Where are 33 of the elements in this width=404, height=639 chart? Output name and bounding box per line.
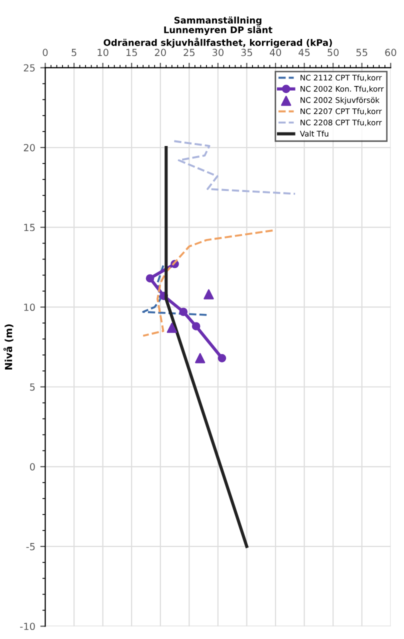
- y-tick-label: -5: [26, 543, 35, 550]
- x-tick-label: 45: [298, 48, 310, 56]
- x-tick-label: 5: [72, 48, 76, 56]
- y-tick-label: 5: [30, 383, 35, 391]
- y-axis-title: Nivå (m): [3, 324, 14, 370]
- x-tick-label: 25: [184, 48, 195, 56]
- point: [204, 289, 214, 300]
- x-tick-label: 20: [154, 48, 166, 56]
- line-series: [142, 230, 274, 337]
- x-tick-label: 40: [270, 48, 282, 56]
- x-tick-label: 35: [241, 48, 252, 56]
- point: [195, 353, 206, 364]
- y-tick-label: 10: [24, 304, 35, 311]
- y-tick-label: 25: [24, 64, 35, 72]
- y-tick-label: -10: [20, 622, 35, 630]
- y-tick-label: 0: [30, 463, 35, 470]
- point: [218, 354, 226, 362]
- line-series: [173, 140, 296, 195]
- x-tick-label: 55: [356, 48, 368, 56]
- x-axis-title: Odränerad skjuvhållfasthet, korrigerad (kPa): [104, 38, 332, 48]
- x-tick-label: 50: [328, 48, 339, 56]
- x-tick-label: 30: [212, 48, 224, 56]
- point: [146, 274, 154, 283]
- x-tick-label: 15: [126, 48, 137, 56]
- x-tick-label: 0: [42, 48, 48, 56]
- x-tick-label: 60: [385, 48, 396, 56]
- point: [166, 322, 177, 333]
- point: [192, 322, 200, 330]
- y-tick-label: 15: [24, 224, 35, 232]
- y-tick-label: 20: [24, 144, 35, 152]
- point: [179, 308, 188, 316]
- chart-title: Sammanställning Lunnemyren DP slänt: [164, 16, 272, 36]
- x-tick-label: 10: [98, 48, 108, 56]
